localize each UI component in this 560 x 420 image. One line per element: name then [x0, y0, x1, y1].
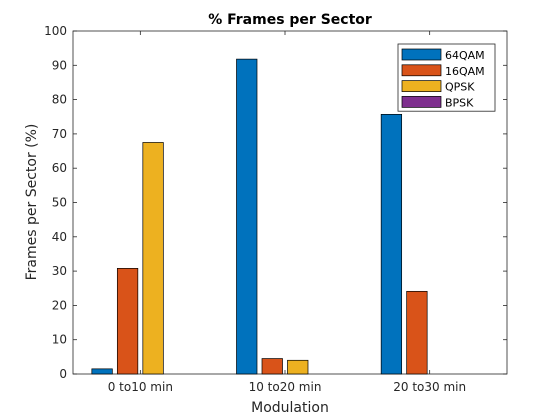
y-tick-label: 0 [59, 367, 67, 381]
bar-qpsk-1 [287, 359, 309, 375]
x-tick-label: 10 to20 min [249, 380, 322, 394]
y-tick-label: 40 [52, 230, 67, 244]
y-axis-label: Frames per Sector (%) [24, 124, 40, 281]
x-tick-label: 0 to10 min [108, 380, 173, 394]
y-tick-label: 70 [52, 127, 67, 141]
y-tick-label: 10 [52, 333, 67, 347]
bar-qpsk-0 [142, 142, 164, 375]
y-tick-label: 50 [52, 196, 67, 210]
legend-swatch-64qam [401, 48, 442, 61]
legend-swatch-16qam [401, 64, 442, 77]
bar-64qam-1 [236, 58, 258, 375]
legend-swatch-bpsk [401, 96, 442, 108]
legend-swatch-qpsk [401, 80, 442, 92]
y-tick-label: 80 [52, 93, 67, 107]
y-tick-label: 100 [44, 24, 67, 38]
legend: 64QAM 16QAM QPSK BPSK [397, 43, 496, 112]
legend-label-64qam: 64QAM [445, 49, 485, 62]
bar-16qam-2 [406, 290, 428, 375]
bar-16qam-0 [116, 268, 139, 375]
y-tick-label: 90 [52, 58, 67, 72]
legend-label-qpsk: QPSK [445, 81, 475, 94]
y-tick-label: 60 [52, 161, 67, 175]
legend-label-bpsk: BPSK [445, 96, 474, 109]
y-tick-label: 30 [52, 264, 67, 278]
bar-64qam-0 [91, 368, 113, 375]
bar-64qam-2 [380, 113, 403, 375]
chart-title: % Frames per Sector [208, 12, 372, 28]
x-tick-label: 20 to30 min [393, 380, 466, 394]
y-tick-label: 20 [52, 298, 67, 312]
legend-label-16qam: 16QAM [445, 65, 485, 78]
bar-16qam-1 [261, 358, 283, 375]
x-axis-label: Modulation [251, 400, 329, 416]
